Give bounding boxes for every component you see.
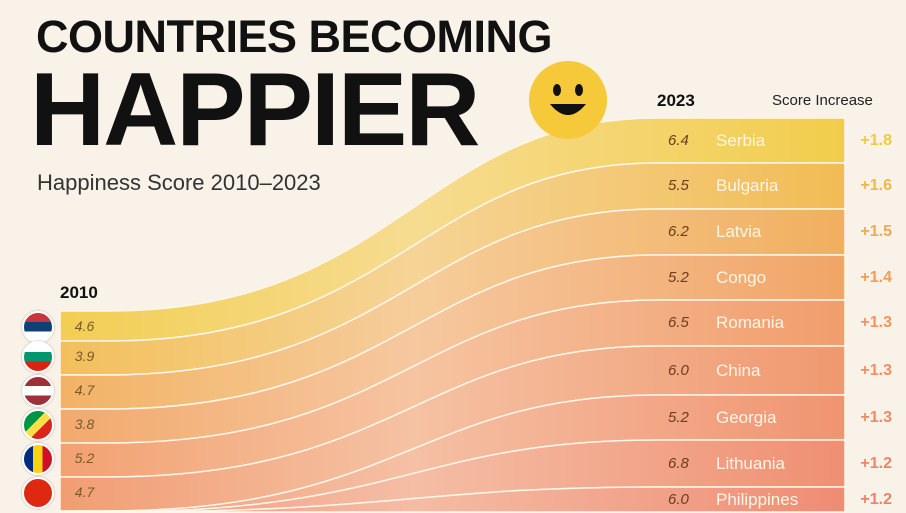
- score-2023: 6.8: [668, 454, 689, 472]
- country-name: Bulgaria: [716, 176, 779, 195]
- score-2023: 5.2: [668, 268, 689, 286]
- row-2023: 6.0 Philippines: [658, 487, 845, 513]
- score-increase: +1.8: [860, 131, 892, 149]
- score-2023: 5.5: [668, 177, 689, 194]
- score-increase: +1.3: [860, 408, 892, 426]
- score-2010: 5.2: [74, 450, 95, 466]
- score-2023: 6.0: [668, 491, 689, 508]
- flag-china-icon: [22, 477, 54, 509]
- score-2010: 4.7: [74, 484, 95, 500]
- score-increase-header: Score Increase: [772, 92, 873, 109]
- score-2010: 3.9: [74, 348, 95, 364]
- flag-bulgaria-icon: [22, 341, 54, 373]
- row-2023: 5.2 Congo: [658, 255, 845, 300]
- smiley-icon: [529, 61, 607, 139]
- score-2023: 5.2: [668, 408, 689, 426]
- row-2023: 5.2 Georgia: [658, 395, 845, 440]
- flag-latvia-icon: [22, 375, 54, 407]
- row-2023: 6.8 Lithuania: [658, 440, 845, 487]
- score-2010: 4.7: [74, 382, 95, 398]
- band-philippines: [60, 486, 846, 513]
- right-year-label: 2023: [657, 91, 695, 110]
- score-increase: +1.5: [860, 223, 892, 240]
- score-increase: +1.3: [860, 361, 892, 379]
- score-increase: +1.2: [860, 454, 892, 472]
- flag-serbia-icon: [22, 311, 54, 343]
- row-2023: 6.0 China: [658, 346, 845, 395]
- score-2023: 6.5: [668, 314, 689, 331]
- flag-congo-icon: [22, 409, 54, 441]
- title-line-2: HAPPIER: [30, 52, 480, 168]
- row-2023: 6.2 Latvia: [658, 209, 845, 255]
- score-2010: 3.8: [74, 416, 95, 432]
- score-2023: 6.2: [668, 223, 689, 240]
- subtitle: Happiness Score 2010–2023: [37, 170, 321, 195]
- country-name: Latvia: [716, 222, 762, 241]
- score-2010: 4.6: [74, 318, 95, 334]
- flag-romania-icon: [22, 443, 54, 475]
- title-line-1: COUNTRIES BECOMING: [36, 11, 553, 62]
- score-2023: 6.0: [668, 361, 689, 379]
- score-increase: +1.6: [860, 177, 892, 194]
- score-increase: +1.4: [860, 268, 892, 286]
- row-2023: 6.4 Serbia: [658, 118, 845, 163]
- row-2023: 6.5 Romania: [658, 300, 845, 346]
- country-name: Romania: [716, 313, 785, 332]
- row-2023: 5.5 Bulgaria: [658, 163, 845, 209]
- score-2023: 6.4: [668, 131, 689, 149]
- country-name: Congo: [716, 267, 767, 287]
- score-increase: +1.3: [860, 314, 892, 331]
- country-name: Serbia: [716, 130, 766, 150]
- left-year-label: 2010: [60, 283, 98, 302]
- country-name: Philippines: [716, 490, 799, 509]
- score-increase: +1.2: [860, 491, 892, 508]
- country-name: Georgia: [716, 407, 777, 427]
- country-name: Lithuania: [716, 453, 786, 473]
- country-name: China: [716, 360, 761, 380]
